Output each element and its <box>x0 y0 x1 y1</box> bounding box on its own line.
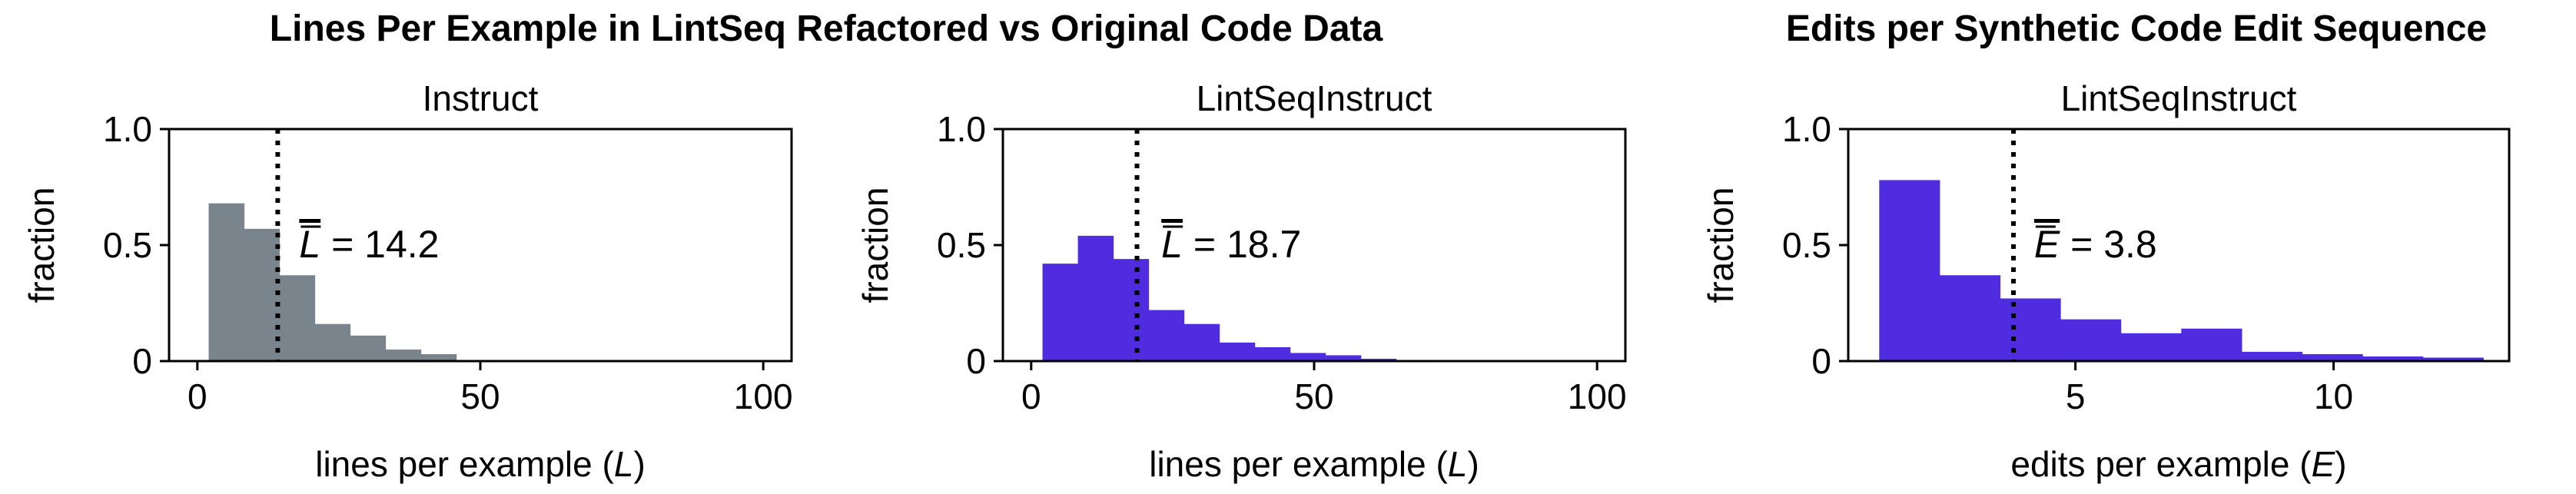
bar-5 <box>350 336 387 361</box>
bar-3 <box>2000 298 2061 361</box>
panel-title: LintSeqInstruct <box>1197 78 1432 118</box>
y-axis-label: fraction <box>1701 187 1741 303</box>
y-tick-label: 1.0 <box>1782 109 1831 149</box>
suptitle-left: Lines Per Example in LintSeq Refactored … <box>270 8 1383 50</box>
bar-5 <box>1184 324 1220 361</box>
y-tick-label: 0.5 <box>937 225 986 265</box>
bar-7 <box>2242 352 2302 361</box>
x-tick-label: 10 <box>2314 376 2353 416</box>
y-tick-label: 0.5 <box>103 225 152 265</box>
y-axis-label: fraction <box>855 187 895 303</box>
bar-8 <box>1290 353 1326 361</box>
x-tick-label: 100 <box>1568 376 1627 416</box>
bar-1 <box>209 204 245 361</box>
x-tick-label: 50 <box>1294 376 1333 416</box>
suptitle-right: Edits per Synthetic Code Edit Sequence <box>1786 8 2487 50</box>
panel-title: LintSeqInstruct <box>2061 78 2297 118</box>
x-axis-label: lines per example (L) <box>315 444 646 484</box>
y-tick-label: 0 <box>966 341 986 381</box>
bar-4 <box>2060 320 2121 361</box>
bar-1 <box>1043 264 1079 361</box>
y-tick-label: 1.0 <box>103 109 152 149</box>
bar-5 <box>2121 333 2182 361</box>
y-tick-label: 0.5 <box>1782 225 1831 265</box>
x-tick-label: 0 <box>1021 376 1041 416</box>
bar-7 <box>1255 347 1291 361</box>
bar-1 <box>1879 180 1940 361</box>
bar-3 <box>1114 259 1150 361</box>
chart-panel-3: 0 0.5 1.0 5 10 LintSeqInstruct edits per examp… <box>1701 78 2509 484</box>
chart-panel-1: 0 0.5 1.0 0 50 100 Instruct lines per example (… <box>22 78 793 484</box>
x-tick-label: 0 <box>188 376 207 416</box>
bar-6 <box>386 350 422 361</box>
y-tick-label: 0 <box>132 341 152 381</box>
x-tick-label: 100 <box>734 376 793 416</box>
y-axis-label: fraction <box>22 187 61 303</box>
bar-6 <box>1220 343 1256 361</box>
chart-panel-2: 0 0.5 1.0 0 50 100 LintSeqInstruct lines per ex… <box>855 78 1627 484</box>
x-axis-label: lines per example (L) <box>1149 444 1479 484</box>
x-axis-label: edits per example (E) <box>2010 444 2346 484</box>
y-tick-label: 0 <box>1811 341 1831 381</box>
bar-2 <box>1078 236 1114 361</box>
mean-annotation: L = 18.7 <box>1161 223 1301 266</box>
bar-2 <box>1940 275 2000 361</box>
mean-annotation: E = 3.8 <box>2034 223 2157 266</box>
y-tick-label: 1.0 <box>937 109 986 149</box>
bar-4 <box>315 324 351 361</box>
panel-title: Instruct <box>423 78 539 118</box>
bar-4 <box>1149 310 1185 361</box>
x-tick-label: 5 <box>2066 376 2086 416</box>
bar-3 <box>280 275 316 361</box>
mean-annotation: L = 14.2 <box>299 223 439 266</box>
bar-2 <box>244 229 281 361</box>
bar-6 <box>2181 329 2242 361</box>
x-tick-label: 50 <box>460 376 500 416</box>
